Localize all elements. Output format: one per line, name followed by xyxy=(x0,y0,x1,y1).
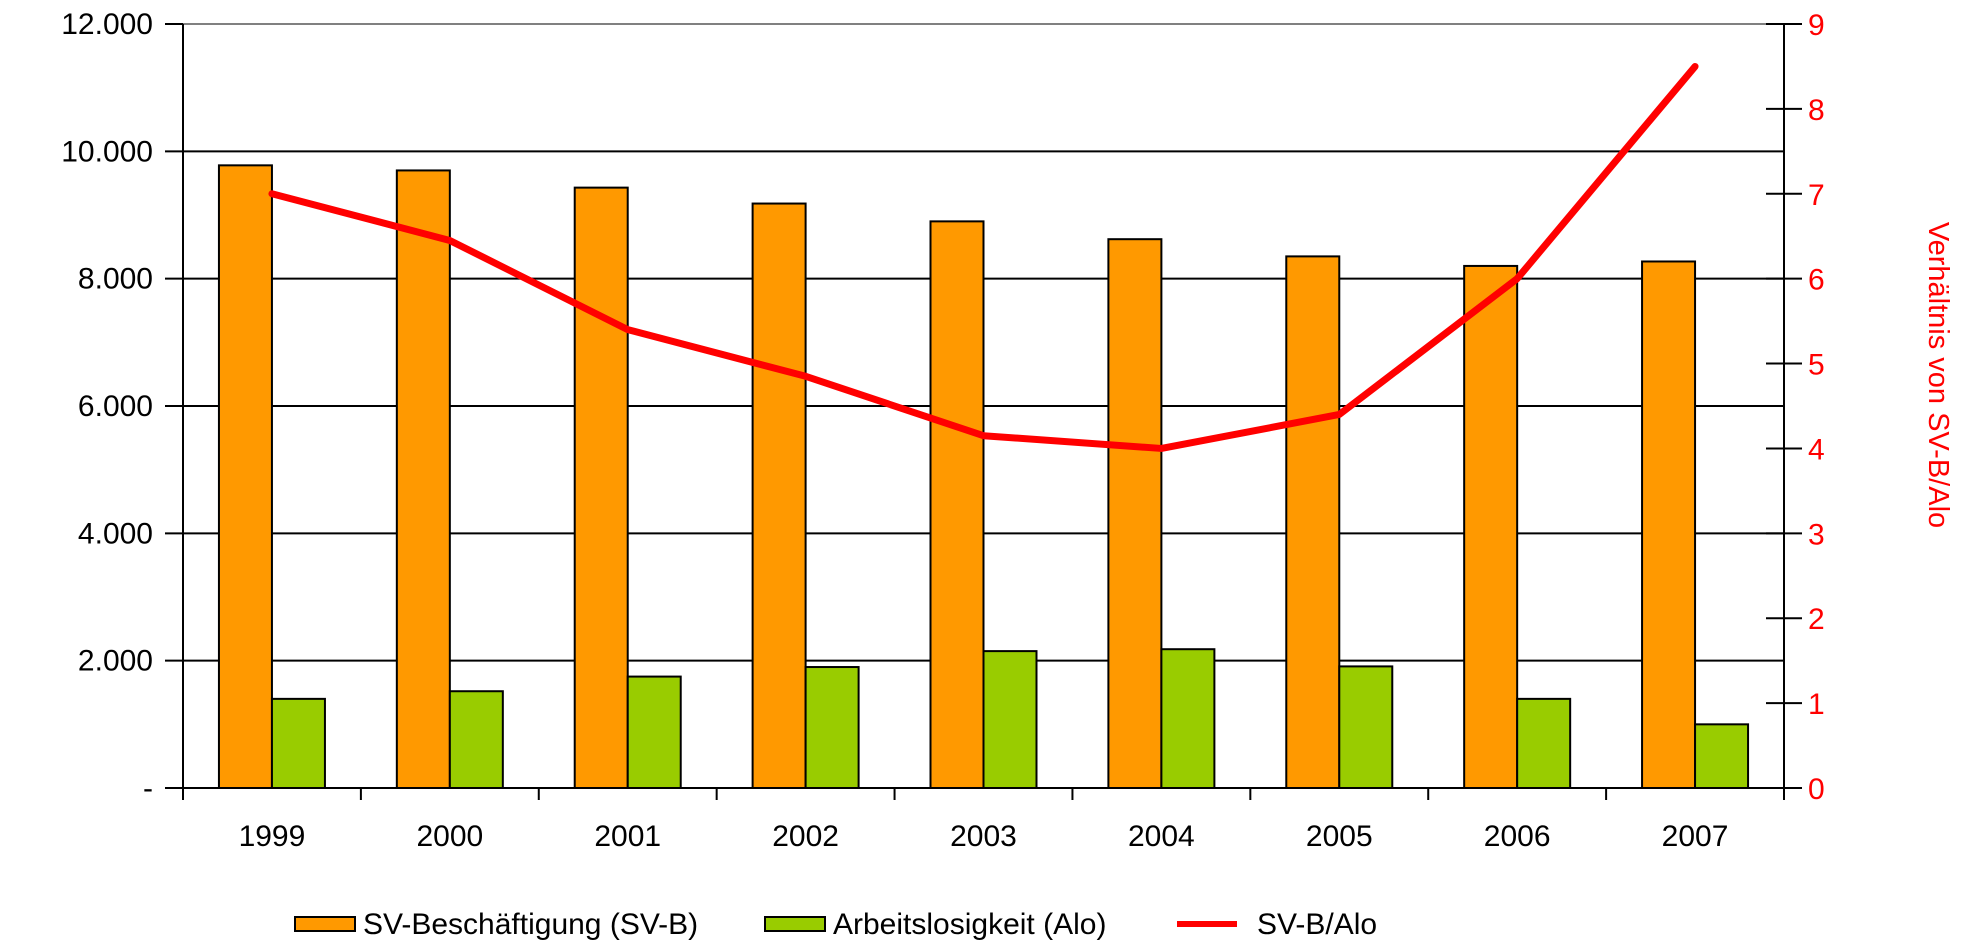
bar-sv-beschaeftigung-2002 xyxy=(751,202,807,790)
bar-sv-beschaeftigung-2001 xyxy=(573,186,629,789)
left-axis-ticks: - 2.000 4.000 6.000 8.000 10.000 12.000 xyxy=(61,8,183,805)
bar-sv-beschaeftigung-2003 xyxy=(929,220,985,790)
legend-swatch xyxy=(764,916,826,932)
left-tick-label: 6.000 xyxy=(78,390,153,423)
bar-arbeitslosigkeit-2004 xyxy=(1160,648,1216,789)
x-tick-label: 2006 xyxy=(1484,820,1551,853)
left-tick-label: 10.000 xyxy=(61,135,153,168)
ratio-line-path xyxy=(268,62,1699,452)
x-tick-label: 2003 xyxy=(950,820,1017,853)
bar-arbeitslosigkeit-2007 xyxy=(1694,723,1750,789)
right-tick-label: 7 xyxy=(1808,179,1825,212)
right-tick-label: 9 xyxy=(1808,9,1825,42)
ratio-line xyxy=(268,62,1699,452)
right-tick-label: 3 xyxy=(1808,518,1825,551)
right-axis-ticks: 0 1 2 3 4 5 6 7 8 9 xyxy=(1766,9,1825,806)
bar-arbeitslosigkeit-2000 xyxy=(448,690,504,790)
bar-sv-beschaeftigung-2006 xyxy=(1463,264,1519,789)
left-tick-label: 4.000 xyxy=(78,517,153,550)
legend-label: SV-B/Alo xyxy=(1257,908,1377,941)
left-tick-label: 2.000 xyxy=(78,645,153,678)
legend-swatch xyxy=(294,916,356,932)
right-tick-label: 4 xyxy=(1808,433,1825,466)
legend-label: SV-Beschäftigung (SV-B) xyxy=(363,908,698,941)
bar-arbeitslosigkeit-2001 xyxy=(626,675,682,789)
bar-arbeitslosigkeit-2002 xyxy=(804,666,860,789)
bar-sv-beschaeftigung-2005 xyxy=(1285,255,1341,789)
x-tick-label: 2000 xyxy=(416,820,483,853)
right-tick-label: 2 xyxy=(1808,603,1825,636)
right-tick-label: 6 xyxy=(1808,264,1825,297)
right-tick-label: 1 xyxy=(1808,688,1825,721)
x-tick-label: 2007 xyxy=(1662,820,1729,853)
bar-arbeitslosigkeit-2005 xyxy=(1338,665,1394,789)
x-tick-label: 1999 xyxy=(239,820,306,853)
left-tick-label: 12.000 xyxy=(61,8,153,41)
bar-arbeitslosigkeit-2006 xyxy=(1516,697,1572,789)
left-tick-label: 8.000 xyxy=(78,263,153,296)
left-tick-label: - xyxy=(143,772,153,805)
legend: SV-Beschäftigung (SV-B) Arbeitslosigkeit … xyxy=(294,908,1377,941)
bar-sv-beschaeftigung-2004 xyxy=(1107,238,1163,789)
x-axis-ticks: 1999 2000 2001 2002 2003 2004 2005 2006 2007 xyxy=(182,788,1785,853)
x-tick-label: 2004 xyxy=(1128,820,1195,853)
bars xyxy=(217,164,1750,790)
bar-sv-beschaeftigung-2007 xyxy=(1641,260,1697,789)
bar-sv-beschaeftigung-2000 xyxy=(395,169,451,789)
right-tick-label: 8 xyxy=(1808,94,1825,127)
right-tick-label: 0 xyxy=(1808,773,1825,806)
bar-arbeitslosigkeit-2003 xyxy=(982,650,1038,789)
right-axis-title: Verhältnis von SV-B/Alo xyxy=(1922,222,1954,528)
x-tick-label: 2002 xyxy=(772,820,839,853)
x-tick-label: 2001 xyxy=(594,820,661,853)
legend-label: Arbeitslosigkeit (Alo) xyxy=(833,908,1106,941)
x-tick-label: 2005 xyxy=(1306,820,1373,853)
bar-sv-beschaeftigung-1999 xyxy=(217,164,273,789)
bar-arbeitslosigkeit-1999 xyxy=(270,697,326,789)
right-tick-label: 5 xyxy=(1808,349,1825,382)
